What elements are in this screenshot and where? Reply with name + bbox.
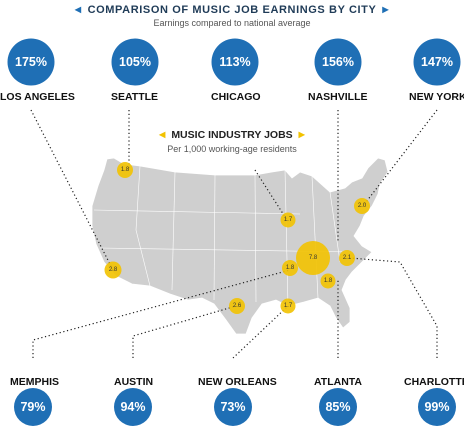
earnings-circle-memphis: [14, 388, 52, 426]
earnings-label-nashville: 156%: [322, 55, 354, 69]
bubble-atlanta: [320, 273, 336, 289]
city-name-los-angeles: LOS ANGELES: [0, 91, 75, 103]
jobs-label-austin: 2.6: [233, 303, 242, 309]
city-name-new-york: NEW YORK: [409, 91, 464, 103]
job-bubble-labels: 7.8 1.8 1.7 2.0 2.8 1.8 2.1 1.8 2.6 1.7: [109, 167, 367, 309]
city-name-seattle: SEATTLE: [111, 91, 159, 103]
bubble-new-orleans: [280, 298, 296, 314]
earnings-label-new-orleans: 73%: [220, 400, 245, 414]
jobs-label-chicago: 1.7: [284, 217, 293, 223]
earnings-circle-new-orleans: [214, 388, 252, 426]
city-name-austin: AUSTIN: [114, 376, 154, 388]
earnings-label-charlotte: 99%: [424, 400, 449, 414]
earnings-circle-los-angeles: [7, 38, 55, 86]
connector-lines: [30, 109, 438, 359]
right-triangle-icon: ▶: [382, 5, 390, 14]
earnings-circle-nashville: [314, 38, 362, 86]
bubble-memphis: [282, 260, 298, 276]
earnings-circle-austin: [114, 388, 152, 426]
bubble-charlotte: [339, 250, 355, 266]
page-title: COMPARISON OF MUSIC JOB EARNINGS BY CITY: [87, 4, 377, 16]
jobs-label-new-york: 2.0: [358, 203, 367, 209]
bubble-los-angeles: [104, 261, 122, 279]
jobs-key-title-row: ◀ MUSIC INDUSTRY JOBS ▶: [0, 129, 464, 141]
page-subtitle: Earnings compared to national average: [153, 18, 311, 28]
jobs-label-seattle: 1.8: [121, 167, 130, 173]
left-gold-triangle-icon: ◀: [159, 130, 166, 139]
us-map: [91, 157, 389, 335]
jobs-label-los-angeles: 2.8: [109, 267, 118, 273]
jobs-key-subtitle: Per 1,000 working-age residents: [167, 144, 297, 154]
jobs-label-nashville: 7.8: [309, 255, 318, 261]
bubble-new-york: [354, 198, 370, 214]
earnings-label-los-angeles: 175%: [15, 55, 47, 69]
page-title-row: ◀ COMPARISON OF MUSIC JOB EARNINGS BY CIT…: [0, 4, 464, 16]
jobs-key-title: MUSIC INDUSTRY JOBS: [171, 129, 293, 141]
jobs-label-new-orleans: 1.7: [284, 303, 293, 309]
earnings-label-new-york: 147%: [421, 55, 453, 69]
earnings-label-austin: 94%: [120, 400, 145, 414]
earnings-circles-top: [7, 38, 461, 86]
right-gold-triangle-icon: ▶: [298, 130, 305, 139]
earnings-circle-charlotte: [418, 388, 456, 426]
earnings-label-seattle: 105%: [119, 55, 151, 69]
bubble-seattle: [117, 162, 133, 178]
city-name-new-orleans: NEW ORLEANS: [198, 376, 277, 388]
earnings-circle-new-york: [413, 38, 461, 86]
left-triangle-icon: ◀: [74, 5, 82, 14]
bubble-chicago: [280, 212, 296, 228]
earnings-circle-chicago: [211, 38, 259, 86]
city-name-chicago: CHICAGO: [211, 91, 261, 103]
job-bubbles: [104, 162, 370, 314]
city-name-atlanta: ATLANTA: [314, 376, 363, 388]
earnings-label-chicago: 113%: [219, 55, 250, 69]
earnings-label-memphis: 79%: [20, 400, 45, 414]
earnings-circle-seattle: [111, 38, 159, 86]
city-name-memphis: MEMPHIS: [10, 376, 60, 388]
earnings-label-atlanta: 85%: [325, 400, 350, 414]
earnings-circles-bottom: [14, 388, 456, 426]
city-name-nashville: NASHVILLE: [308, 91, 368, 103]
jobs-label-charlotte: 2.1: [343, 255, 352, 261]
bubble-austin: [229, 298, 245, 314]
earnings-circle-atlanta: [319, 388, 357, 426]
earnings-labels-top: 175% 105% 113% 156% 147%: [15, 55, 453, 69]
jobs-label-memphis: 1.8: [286, 265, 295, 271]
earnings-labels-bottom: 79% 94% 73% 85% 99%: [20, 400, 449, 414]
bubble-nashville: [296, 241, 330, 275]
city-name-charlotte: CHARLOTTE: [404, 376, 464, 388]
jobs-label-atlanta: 1.8: [324, 278, 333, 284]
